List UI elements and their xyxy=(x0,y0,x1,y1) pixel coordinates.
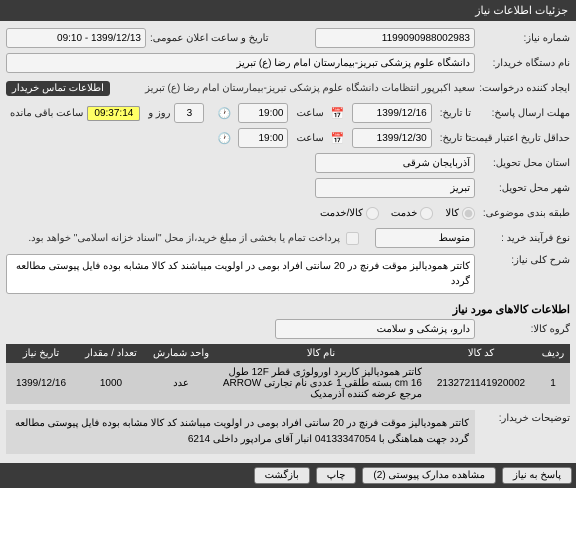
notes-label: توضیحات خریدار: xyxy=(475,410,570,424)
col-name: نام کالا xyxy=(216,344,426,363)
clock-icon: 🕐 xyxy=(216,105,232,121)
goods-group: دارو، پزشکی و سلامت xyxy=(275,319,475,339)
cell-qty: 1000 xyxy=(76,363,146,404)
to-time-label: ساعت xyxy=(292,108,323,119)
summary-text: کاتتر همودیالیز موقت فرنچ در 20 سانتی اف… xyxy=(6,254,475,294)
need-no-label: شماره نیاز: xyxy=(475,33,570,44)
need-no-value: 1199090988002983 xyxy=(315,28,475,48)
min-valid-date-label: تا تاریخ: xyxy=(436,133,471,144)
deliver-city-label: شهر محل تحویل: xyxy=(475,183,570,194)
buyer-org-value: دانشگاه علوم پزشکی تبریز-بیمارستان امام … xyxy=(6,53,475,73)
creator-label: ایجاد کننده درخواست: xyxy=(475,83,570,94)
process-type: متوسط xyxy=(375,228,475,248)
category-label: طبقه بندی موضوعی: xyxy=(475,208,570,219)
cat-goods-radio[interactable]: کالا xyxy=(445,207,475,220)
reply-button[interactable]: پاسخ به نیاز xyxy=(502,467,572,484)
goods-group-label: گروه کالا: xyxy=(475,324,570,335)
footer-buttons: پاسخ به نیاز مشاهده مدارک پیوستی (2) چاپ… xyxy=(0,463,576,488)
summary-label: شرح کلی نیاز: xyxy=(475,252,570,266)
announce-value: 1399/12/13 - 09:10 xyxy=(6,28,146,48)
min-valid-time: 19:00 xyxy=(238,128,288,148)
calendar-icon-2: 📅 xyxy=(330,130,346,146)
deliver-prov-label: استان محل تحویل: xyxy=(475,158,570,169)
remaining-label: ساعت باقی مانده xyxy=(6,108,83,119)
col-idx: ردیف xyxy=(536,344,570,363)
back-button[interactable]: بازگشت xyxy=(254,467,310,484)
to-date: 1399/12/16 xyxy=(352,103,432,123)
min-valid-date: 1399/12/30 xyxy=(352,128,432,148)
items-section-header: اطلاعات کالاهای مورد نیاز xyxy=(6,297,570,318)
days-label: روز و xyxy=(144,108,170,119)
contact-buyer-button[interactable]: اطلاعات تماس خریدار xyxy=(6,81,110,96)
min-valid-label: حداقل تاریخ اعتبار قیمت: xyxy=(475,133,570,144)
creator-value: سعید اکبرپور انتظامات دانشگاه علوم پزشکی… xyxy=(110,83,475,94)
cat-service-radio[interactable]: خدمت xyxy=(391,207,434,220)
table-row: 1 2132721141920002 کاتتر همودیالیز کاربر… xyxy=(6,363,570,404)
panel-title: جزئیات اطلاعات نیاز xyxy=(475,5,568,17)
calendar-icon: 📅 xyxy=(330,105,346,121)
deadline-label: مهلت ارسال پاسخ: xyxy=(475,108,570,119)
days-remaining: 3 xyxy=(174,103,204,123)
cat-goods-service-radio[interactable]: کالا/خدمت xyxy=(320,207,379,220)
col-qty: تعداد / مقدار xyxy=(76,344,146,363)
items-table: ردیف کد کالا نام کالا واحد شمارش تعداد /… xyxy=(6,344,570,404)
attachments-button[interactable]: مشاهده مدارک پیوستی (2) xyxy=(362,467,496,484)
col-code: کد کالا xyxy=(426,344,536,363)
deliver-city: تبریز xyxy=(315,178,475,198)
panel-header: جزئیات اطلاعات نیاز xyxy=(0,0,576,21)
col-unit: واحد شمارش xyxy=(146,344,216,363)
notes-text: کاتتر همودیالیز موقت فرنچ در 20 سانتی اف… xyxy=(6,410,475,454)
countdown-timer: 09:37:14 xyxy=(87,106,140,121)
deliver-prov: آذربایجان شرقی xyxy=(315,153,475,173)
print-button[interactable]: چاپ xyxy=(316,467,357,484)
partial-pay-checkbox[interactable]: پرداخت تمام یا بخشی از مبلغ خرید،از محل … xyxy=(28,232,359,245)
category-radio-group: کالا خدمت کالا/خدمت xyxy=(320,207,475,220)
to-date-label: تا تاریخ: xyxy=(436,108,471,119)
clock-icon-2: 🕐 xyxy=(216,130,232,146)
buyer-org-label: نام دستگاه خریدار: xyxy=(475,58,570,69)
process-type-label: نوع فرآیند خرید : xyxy=(475,233,570,244)
cell-code: 2132721141920002 xyxy=(426,363,536,404)
cell-name: کاتتر همودیالیز کاربرد اورولوژی قطر 12F … xyxy=(216,363,426,404)
to-time: 19:00 xyxy=(238,103,288,123)
cell-unit: عدد xyxy=(146,363,216,404)
min-valid-time-label: ساعت xyxy=(292,133,323,144)
cell-idx: 1 xyxy=(536,363,570,404)
cell-date: 1399/12/16 xyxy=(6,363,76,404)
col-date: تاریخ نیاز xyxy=(6,344,76,363)
announce-label: تاریخ و ساعت اعلان عمومی: xyxy=(146,33,269,44)
form-area: شماره نیاز: 1199090988002983 تاریخ و ساع… xyxy=(0,21,576,463)
